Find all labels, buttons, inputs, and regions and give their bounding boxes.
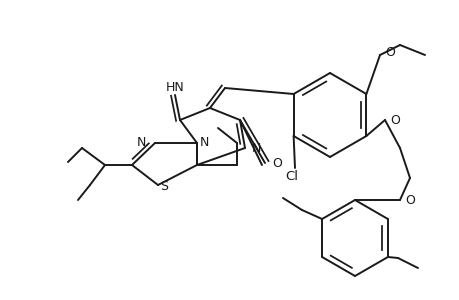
Text: N: N [136,136,146,148]
Text: S: S [160,179,168,193]
Text: N: N [252,142,261,154]
Text: HN: HN [165,80,184,94]
Text: Cl: Cl [285,169,298,182]
Text: O: O [404,194,414,206]
Text: N: N [200,136,209,148]
Text: O: O [389,113,399,127]
Text: O: O [384,46,394,59]
Text: O: O [271,157,281,169]
